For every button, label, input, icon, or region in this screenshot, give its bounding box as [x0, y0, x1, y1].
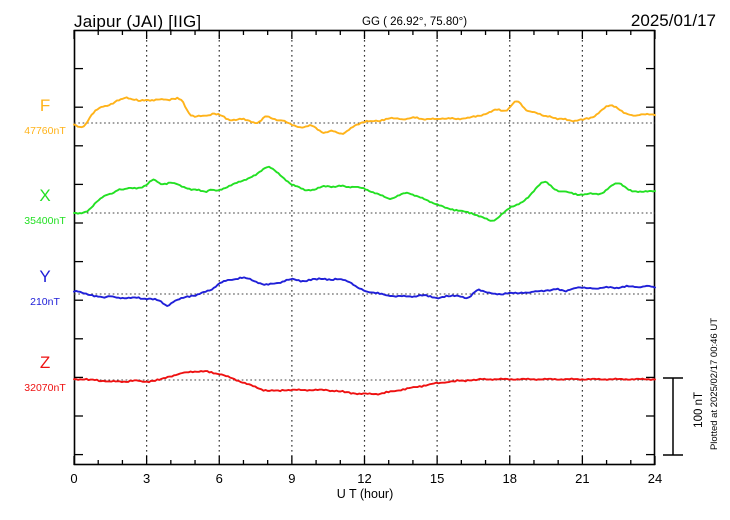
- x-tick-label: 18: [503, 471, 517, 486]
- x-tick-label: 12: [357, 471, 371, 486]
- geographic-coordinates: GG ( 26.92°, 75.80°): [362, 16, 468, 28]
- x-tick-label: 21: [575, 471, 589, 486]
- series-letter-X: X: [39, 186, 50, 205]
- series-letter-F: F: [40, 96, 50, 115]
- series-baseline-F: 47760nT: [24, 125, 66, 137]
- x-tick-label: 15: [430, 471, 444, 486]
- plotted-timestamp: Plotted at 2025/02/17 00:46 UT: [709, 318, 720, 451]
- x-tick-label: 9: [288, 471, 295, 486]
- scale-bar-label: 100 nT: [693, 392, 705, 428]
- series-letter-Z: Z: [40, 353, 50, 372]
- observation-date: 2025/01/17: [630, 11, 716, 30]
- x-tick-label: 6: [216, 471, 223, 486]
- magnetogram-svg: F 47760nT X 35400nT Y 210nT Z 32070nT 0 3 6 9 12 15 18…: [24, 29, 683, 486]
- series-baseline-Z: 32070nT: [24, 382, 66, 394]
- x-tick-label: 0: [70, 471, 77, 486]
- x-axis-label: U T (hour): [336, 487, 394, 501]
- series-baseline-Y: 210nT: [30, 296, 60, 308]
- scale-bar: [663, 377, 683, 456]
- series-letter-Y: Y: [39, 267, 50, 286]
- x-tick-label: 24: [648, 471, 662, 486]
- x-tick-label: 3: [143, 471, 150, 486]
- series-baseline-X: 35400nT: [24, 215, 66, 227]
- magnetogram-plot-area: F 47760nT X 35400nT Y 210nT Z 32070nT 0 3 6 9 12 15 18…: [24, 29, 683, 486]
- page-title: Jaipur (JAI) [IIG]: [74, 12, 202, 31]
